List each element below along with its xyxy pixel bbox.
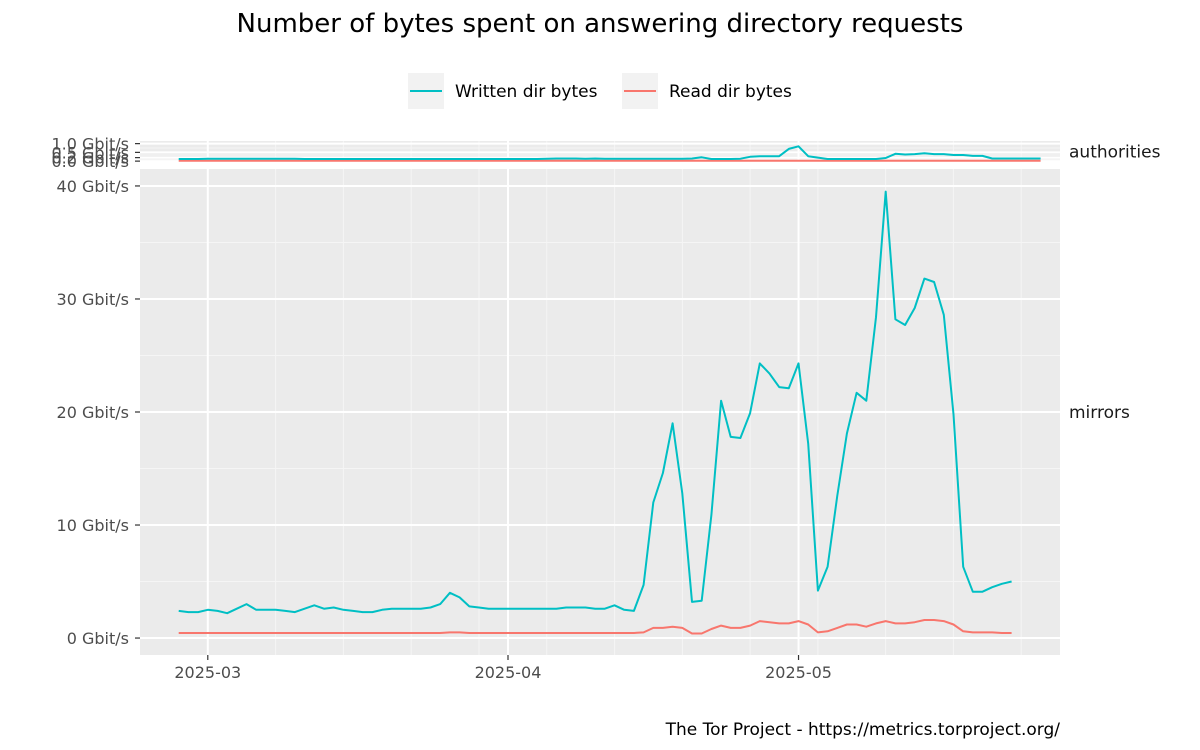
panel-authorities: 0.0 Gbit/s0.2 Gbit/s0.5 Gbit/s1.0 Gbit/s… — [51, 135, 1160, 172]
y-tick-label: 0 Gbit/s — [67, 629, 129, 648]
series-line-written-dir-bytes — [178, 145, 1041, 160]
y-tick-label: 1.0 Gbit/s — [51, 135, 129, 154]
legend: Written dir bytes Read dir bytes — [408, 73, 792, 109]
y-tick-label: 0.0 Gbit/s — [51, 152, 129, 171]
y-tick-label: 0.2 Gbit/s — [51, 149, 129, 168]
y-tick-label: 10 Gbit/s — [57, 516, 129, 535]
y-tick-label: 30 Gbit/s — [57, 290, 129, 309]
chart-title: Number of bytes spent on answering direc… — [237, 9, 964, 39]
x-tick-label: 2025-04 — [475, 663, 542, 682]
chart-caption: The Tor Project - https://metrics.torpro… — [665, 720, 1061, 740]
plot-area: 0.0 Gbit/s0.2 Gbit/s0.5 Gbit/s1.0 Gbit/s… — [51, 135, 1160, 682]
legend-label-written: Written dir bytes — [455, 82, 598, 102]
y-tick-label: 20 Gbit/s — [57, 403, 129, 422]
y-tick-label: 0.5 Gbit/s — [51, 143, 129, 162]
x-tick-label: 2025-03 — [174, 663, 241, 682]
legend-label-read: Read dir bytes — [669, 82, 792, 102]
series-line-read-dir-bytes — [178, 619, 1012, 635]
x-tick-label: 2025-05 — [765, 663, 832, 682]
facet-label-mirrors: mirrors — [1069, 403, 1130, 423]
facet-label-authorities: authorities — [1069, 143, 1161, 163]
y-tick-label: 40 Gbit/s — [57, 177, 129, 196]
series-line-written-dir-bytes — [178, 190, 1012, 615]
panel-mirrors: 0 Gbit/s 10 Gbit/s 20 Gbit/s 30 Gbit/s 40 Gb… — [57, 169, 1130, 655]
